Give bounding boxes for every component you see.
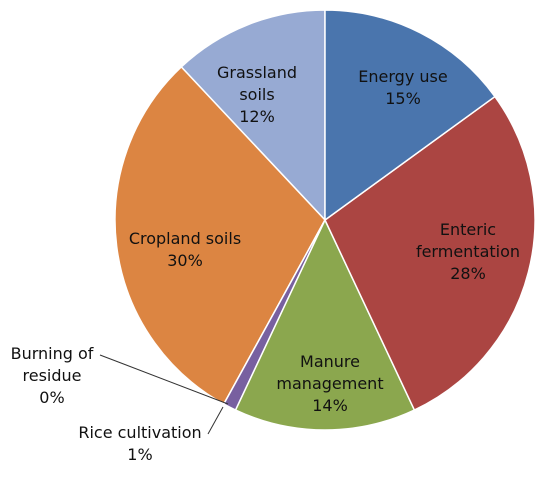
value-label: 15% xyxy=(385,89,421,108)
category-label: Enteric fermentation xyxy=(415,220,521,261)
category-label: Burning of residue xyxy=(10,344,94,385)
slice-label: Enteric fermentation 28% xyxy=(403,219,533,285)
value-label: 12% xyxy=(239,107,275,126)
pie-slice xyxy=(180,9,326,222)
slice-label: Energy use 15% xyxy=(348,66,458,110)
slice-label: Cropland soils 30% xyxy=(115,228,255,272)
value-label: 30% xyxy=(167,251,203,270)
leader-line xyxy=(207,406,224,435)
category-label: Grassland soils xyxy=(217,63,297,104)
value-label: 0% xyxy=(39,388,65,407)
leader-line xyxy=(99,354,229,405)
category-label: Rice cultivation xyxy=(78,423,202,442)
pie-slice xyxy=(234,218,416,431)
category-label: Manure management xyxy=(276,352,384,393)
pie-slice xyxy=(324,95,536,412)
slice-label: Manure management 14% xyxy=(255,351,405,417)
slice-label: Grassland soils 12% xyxy=(212,62,302,128)
category-label: Cropland soils xyxy=(128,229,242,248)
pie-slice xyxy=(324,9,496,222)
pie-slice xyxy=(114,65,326,406)
value-label: 14% xyxy=(312,396,348,415)
value-label: 1% xyxy=(127,445,153,464)
category-label: Energy use xyxy=(358,67,448,86)
value-label: 28% xyxy=(450,264,486,283)
slice-label: Rice cultivation 1% xyxy=(60,422,220,466)
slice-label: Burning of residue 0% xyxy=(2,343,102,409)
